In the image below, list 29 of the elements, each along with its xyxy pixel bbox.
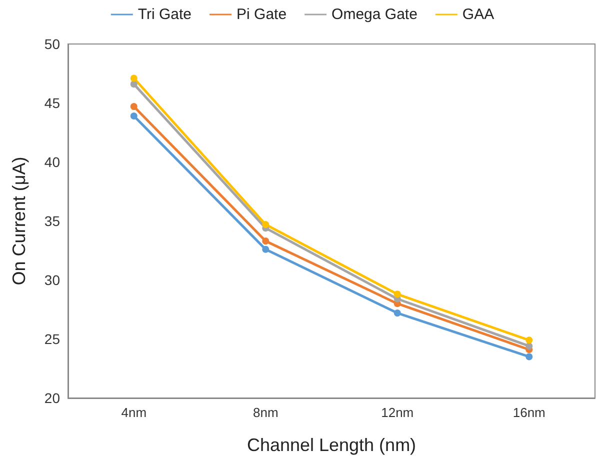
legend-label: Omega Gate: [332, 6, 418, 23]
y-tick-label: 30: [44, 272, 60, 288]
point: [262, 221, 270, 228]
point: [394, 290, 401, 298]
point: [526, 336, 533, 344]
x-tick-label: 12nm: [381, 405, 414, 420]
y-tick-label: 35: [44, 213, 60, 229]
point: [130, 103, 138, 110]
y-tick-label: 50: [44, 36, 60, 52]
x-tick-label: 16nm: [512, 405, 546, 420]
point: [526, 342, 533, 350]
point: [262, 238, 270, 245]
x-tick-label: 4nm: [121, 405, 147, 420]
point: [130, 80, 138, 88]
x-axis-title: Channel Length (nm): [246, 435, 416, 455]
legend-label: GAA: [462, 6, 494, 23]
x-tick-label: 8nm: [252, 405, 278, 420]
point: [130, 112, 138, 120]
legend-label: Tri Gate: [138, 6, 192, 23]
point: [394, 310, 401, 317]
y-tick-label: 40: [44, 154, 60, 170]
y-tick-label: 20: [44, 390, 60, 406]
point: [262, 246, 270, 253]
legend-label: Pi Gate: [236, 6, 287, 23]
point: [526, 353, 533, 360]
y-tick-label: 25: [44, 331, 60, 347]
point: [130, 74, 138, 82]
y-axis-title: On Current (μA): [9, 156, 29, 286]
y-tick-label: 45: [44, 95, 60, 111]
